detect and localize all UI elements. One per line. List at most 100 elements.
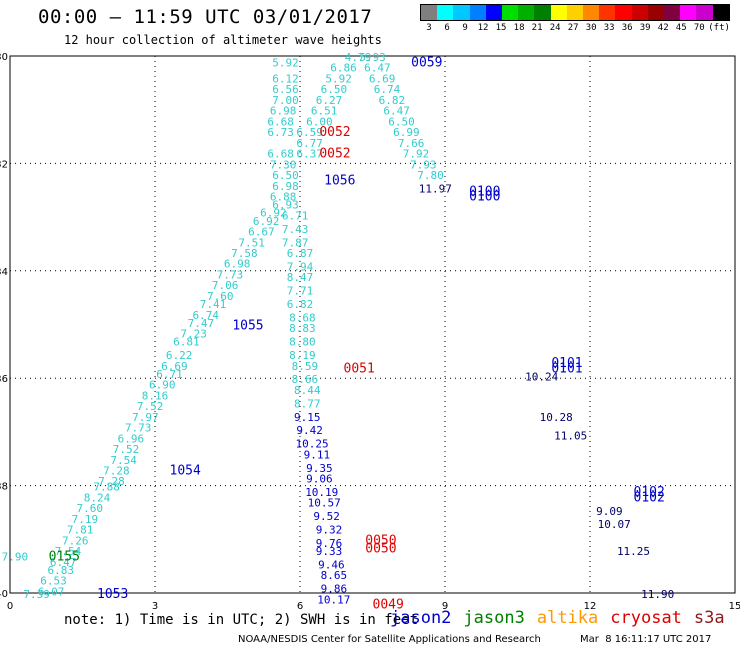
time-label: 0102 (634, 485, 665, 500)
swh-value: 9.11 (304, 448, 331, 461)
time-label: 0050 (365, 541, 396, 556)
scale-label: 3 (426, 23, 432, 33)
swh-value: 8.59 (292, 360, 319, 373)
credit-date: Mar 8 16:11:17 UTC 2017 (580, 634, 712, 645)
legend-s3a: s3a (693, 608, 725, 628)
swh-value: 6.50 (272, 169, 299, 182)
swh-value: 6.98 (224, 258, 251, 271)
scale-swatch (502, 5, 519, 20)
swh-value: 6.50 (321, 83, 348, 96)
satellite-legend: jason2 jason3 altika cryosat s3a (390, 608, 737, 628)
time-label: 0101 (551, 361, 582, 376)
scale-label: 6 (444, 23, 450, 33)
swh-value: 6.56 (272, 83, 299, 96)
swh-value: 6.59 (296, 126, 323, 139)
x-tick-label: 9 (442, 601, 448, 612)
legend-jason3: jason3 (463, 608, 525, 628)
scale-swatch (550, 5, 567, 20)
swh-value: 6.12 (272, 72, 299, 85)
swh-value: 7.28 (103, 464, 130, 477)
scale-swatch (485, 5, 503, 20)
footer-note: note: 1) Time is in UTC; 2) SWH is in fe… (64, 612, 419, 628)
swh-value: 7.52 (113, 443, 140, 456)
time-label: 1056 (324, 174, 355, 189)
color-scale-bar (420, 4, 730, 21)
swh-value: 8.47 (287, 271, 314, 284)
scale-swatch (534, 5, 551, 20)
scale-label: 18 (513, 23, 525, 33)
swh-value: 7.58 (231, 247, 258, 260)
time-label: 0101 (551, 356, 582, 371)
swh-value: 7.90 (2, 550, 29, 563)
scale-swatch (583, 5, 600, 20)
swh-value: 6.73 (267, 126, 294, 139)
x-tick-label: 3 (152, 601, 158, 612)
swh-value: 7.73 (125, 422, 152, 435)
swh-value: 7.73 (217, 268, 244, 281)
swh-value: 5.93 (359, 51, 386, 64)
time-label: 0049 (373, 598, 404, 613)
swh-value: 7.28 (98, 475, 125, 488)
swh-value: 6.74 (374, 83, 401, 96)
time-label: 0102 (634, 490, 665, 505)
swh-value: 9.15 (294, 411, 321, 424)
swh-value: 6.82 (379, 94, 406, 107)
scale-label: 9 (462, 23, 468, 33)
scale-swatch (615, 5, 632, 20)
swh-value: 6.83 (48, 564, 75, 577)
scale-swatch (599, 5, 616, 20)
swh-value: 7.94 (287, 260, 314, 273)
scale-swatch (712, 5, 729, 20)
swh-value: 7.93 (410, 158, 437, 171)
swh-value: 10.24 (525, 371, 558, 384)
swh-value: 6.22 (166, 349, 193, 362)
scale-swatch (631, 5, 648, 20)
swh-value: 9.42 (296, 424, 323, 437)
swh-value: 11.05 (554, 430, 587, 443)
legend-altika: altika (536, 608, 599, 628)
scale-label: 30 (585, 23, 597, 33)
y-tick-label: -36 (0, 374, 8, 385)
swh-value: 11.90 (641, 588, 674, 601)
scale-label: 15 (495, 23, 507, 33)
swh-value: 9.32 (316, 524, 343, 537)
swh-value: 6.51 (311, 105, 338, 118)
swh-value: 7.81 (67, 524, 94, 537)
scale-swatch (664, 5, 681, 20)
swh-value: 10.07 (598, 518, 631, 531)
swh-value: 9.76 (316, 537, 343, 550)
scale-label: (ft) (708, 23, 730, 33)
swh-value: 6.99 (393, 126, 420, 139)
swh-value: 7.97 (132, 411, 159, 424)
swh-value: 7.39 (23, 588, 50, 601)
scale-label: 21 (531, 23, 543, 33)
swh-value: 7.51 (238, 236, 265, 249)
y-tick-label: -34 (0, 267, 8, 278)
y-tick-label: -38 (0, 482, 8, 493)
time-label: 0052 (319, 125, 350, 140)
scale-label: 33 (603, 23, 615, 33)
swh-value: 7.92 (403, 148, 430, 161)
swh-value: 6.00 (306, 115, 333, 128)
swh-value: 9.86 (321, 583, 348, 596)
swh-value: 6.47 (383, 105, 410, 118)
swh-value: 6.68 (267, 115, 294, 128)
swh-value: 7.54 (55, 545, 82, 558)
swh-value: 9.35 (306, 462, 333, 475)
scale-label: 24 (549, 23, 561, 33)
scale-label: 70 (693, 23, 705, 33)
swh-value: 6.07 (38, 585, 65, 598)
swh-value: 6.67 (248, 226, 275, 239)
time-label: 0100 (469, 190, 500, 205)
x-tick-label: 15 (729, 601, 740, 612)
swh-value: 6.69 (369, 72, 396, 85)
swh-value: 6.68 (267, 148, 294, 161)
x-tick-label: 12 (584, 601, 597, 612)
swh-value: 6.71 (282, 209, 309, 222)
swh-value: 9.33 (316, 545, 343, 558)
swh-value: 7.26 (62, 534, 89, 547)
scale-swatch (566, 5, 584, 20)
swh-value: 10.17 (317, 593, 350, 606)
swh-value: 10.28 (540, 411, 573, 424)
